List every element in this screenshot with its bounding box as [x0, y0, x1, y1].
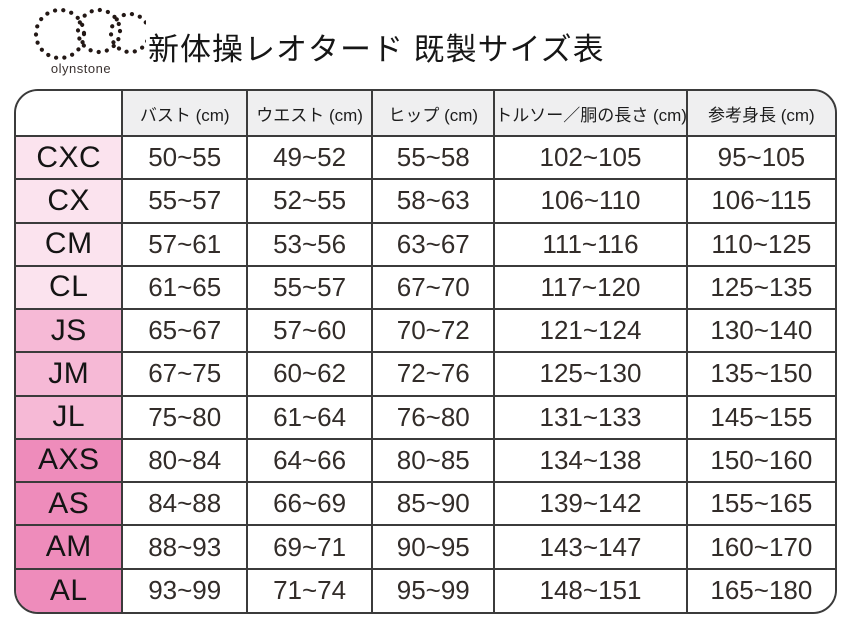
value-cell: 165~180 — [685, 567, 835, 612]
value-cell: 69~71 — [245, 524, 374, 570]
value-cell: 88~93 — [121, 524, 248, 570]
table-row: CX 55~57 52~55 58~63 106~110 106~115 — [16, 178, 835, 224]
value-cell: 95~99 — [371, 567, 496, 612]
table-row: AM 88~93 69~71 90~95 143~147 160~170 — [16, 524, 835, 570]
value-cell: 121~124 — [493, 308, 688, 354]
size-label-cell: AS — [16, 481, 124, 527]
value-cell: 57~61 — [121, 221, 248, 267]
value-cell: 143~147 — [493, 524, 688, 570]
value-cell: 67~75 — [121, 351, 248, 397]
value-cell: 55~58 — [371, 134, 496, 181]
column-header: ウエスト (cm) — [245, 91, 374, 137]
column-header: バスト (cm) — [121, 91, 248, 137]
size-label-cell: AXS — [16, 437, 124, 484]
value-cell: 55~57 — [245, 264, 374, 311]
table-row: JL 75~80 61~64 76~80 131~133 145~155 — [16, 394, 835, 440]
value-cell: 80~85 — [371, 437, 496, 484]
value-cell: 75~80 — [121, 394, 248, 440]
column-header: 参考身長 (cm) — [685, 91, 835, 137]
value-cell: 131~133 — [493, 394, 688, 440]
value-cell: 71~74 — [245, 567, 374, 612]
table-row: AXS 80~84 64~66 80~85 134~138 150~160 — [16, 437, 835, 484]
table-row: AL 93~99 71~74 95~99 148~151 165~180 — [16, 567, 835, 612]
value-cell: 49~52 — [245, 134, 374, 181]
value-cell: 80~84 — [121, 437, 248, 484]
value-cell: 160~170 — [685, 524, 835, 570]
table-row: JM 67~75 60~62 72~76 125~130 135~150 — [16, 351, 835, 397]
value-cell: 106~110 — [493, 178, 688, 224]
value-cell: 93~99 — [121, 567, 248, 612]
size-label-cell: JL — [16, 394, 124, 440]
size-label-cell: AM — [16, 524, 124, 570]
value-cell: 102~105 — [493, 134, 688, 181]
size-label-cell: CM — [16, 221, 124, 267]
value-cell: 130~140 — [685, 308, 835, 354]
value-cell: 111~116 — [493, 221, 688, 267]
value-cell: 50~55 — [121, 134, 248, 181]
value-cell: 60~62 — [245, 351, 374, 397]
value-cell: 125~135 — [685, 264, 835, 311]
table-row: AS 84~88 66~69 85~90 139~142 155~165 — [16, 481, 835, 527]
value-cell: 67~70 — [371, 264, 496, 311]
size-label-cell: CL — [16, 264, 124, 311]
value-cell: 84~88 — [121, 481, 248, 527]
value-cell: 145~155 — [685, 394, 835, 440]
value-cell: 72~76 — [371, 351, 496, 397]
value-cell: 61~64 — [245, 394, 374, 440]
size-chart-table: バスト (cm) ウエスト (cm) ヒップ (cm) トルソー／胴の長さ (cm) 参… — [14, 89, 837, 614]
value-cell: 139~142 — [493, 481, 688, 527]
table-row: CM 57~61 53~56 63~67 111~116 110~125 — [16, 221, 835, 267]
value-cell: 106~115 — [685, 178, 835, 224]
value-cell: 76~80 — [371, 394, 496, 440]
size-label-cell: CXC — [16, 134, 124, 181]
value-cell: 117~120 — [493, 264, 688, 311]
value-cell: 63~67 — [371, 221, 496, 267]
value-cell: 55~57 — [121, 178, 248, 224]
size-label-cell: JS — [16, 308, 124, 354]
table-row: JS 65~67 57~60 70~72 121~124 130~140 — [16, 308, 835, 354]
column-header: トルソー／胴の長さ (cm) — [493, 91, 688, 137]
value-cell: 85~90 — [371, 481, 496, 527]
value-cell: 134~138 — [493, 437, 688, 484]
value-cell: 135~150 — [685, 351, 835, 397]
value-cell: 125~130 — [493, 351, 688, 397]
value-cell: 95~105 — [685, 134, 835, 181]
value-cell: 148~151 — [493, 567, 688, 612]
corner-cell — [16, 91, 124, 137]
value-cell: 150~160 — [685, 437, 835, 484]
logo-dotted-circles-icon — [33, 7, 146, 61]
column-header: ヒップ (cm) — [371, 91, 496, 137]
size-table: バスト (cm) ウエスト (cm) ヒップ (cm) トルソー／胴の長さ (cm) 参… — [16, 91, 835, 612]
value-cell: 155~165 — [685, 481, 835, 527]
value-cell: 58~63 — [371, 178, 496, 224]
table-header-row: バスト (cm) ウエスト (cm) ヒップ (cm) トルソー／胴の長さ (cm) 参… — [16, 91, 835, 137]
value-cell: 90~95 — [371, 524, 496, 570]
value-cell: 65~67 — [121, 308, 248, 354]
brand-logo: olynstone — [16, 4, 146, 82]
size-label-cell: JM — [16, 351, 124, 397]
table-row: CL 61~65 55~57 67~70 117~120 125~135 — [16, 264, 835, 311]
value-cell: 70~72 — [371, 308, 496, 354]
value-cell: 52~55 — [245, 178, 374, 224]
value-cell: 64~66 — [245, 437, 374, 484]
value-cell: 61~65 — [121, 264, 248, 311]
table-body: CXC 50~55 49~52 55~58 102~105 95~105 CX 55~57 52… — [16, 134, 835, 612]
table-row: CXC 50~55 49~52 55~58 102~105 95~105 — [16, 134, 835, 181]
value-cell: 57~60 — [245, 308, 374, 354]
size-label-cell: CX — [16, 178, 124, 224]
size-label-cell: AL — [16, 567, 124, 612]
value-cell: 53~56 — [245, 221, 374, 267]
page-title: 新体操レオタード 既製サイズ表 — [148, 32, 605, 67]
value-cell: 66~69 — [245, 481, 374, 527]
value-cell: 110~125 — [685, 221, 835, 267]
logo-text: olynstone — [50, 61, 112, 76]
